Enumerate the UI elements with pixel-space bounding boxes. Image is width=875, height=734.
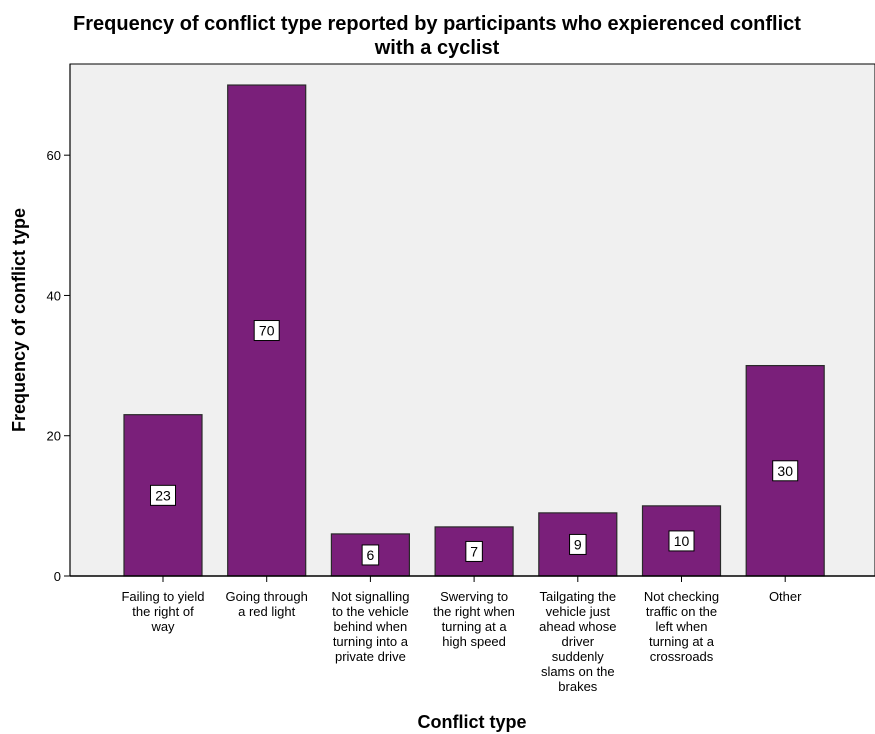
x-tick-label: Other: [769, 589, 802, 604]
data-label: 30: [777, 463, 793, 479]
x-tick-label: Failing to yield the right of way: [121, 589, 204, 634]
x-tick-label: Not checking traffic on the left when turni…: [644, 589, 719, 664]
data-label: 70: [259, 323, 275, 339]
x-axis-title: Conflict type: [417, 712, 526, 732]
data-label: 23: [155, 487, 171, 503]
y-axis-title: Frequency of conflict type: [9, 208, 29, 432]
y-tick-label: 40: [47, 288, 61, 303]
chart-title-line-2: with a cyclist: [374, 37, 500, 59]
x-axis: Failing to yield the right of way Going thr…: [70, 576, 875, 694]
data-label: 9: [574, 536, 582, 552]
x-tick-label: Tailgating the vehicle just ahead whose dri…: [539, 589, 616, 694]
y-tick-label: 60: [47, 148, 61, 163]
y-axis: 0 20 40 60: [47, 64, 70, 584]
chart-title-line-1: Frequency of conflict type reported by p…: [73, 13, 801, 35]
data-label: 10: [674, 533, 690, 549]
data-label: 6: [367, 547, 375, 563]
data-label: 7: [470, 543, 478, 559]
y-tick-label: 0: [54, 569, 61, 584]
x-tick-label: Swerving to the right when turning at a hig…: [433, 589, 515, 649]
x-tick-label: Not signalling to the vehicle behind when t…: [331, 589, 409, 664]
y-tick-label: 20: [47, 429, 61, 444]
x-tick-label: Going through a red light: [225, 589, 307, 619]
